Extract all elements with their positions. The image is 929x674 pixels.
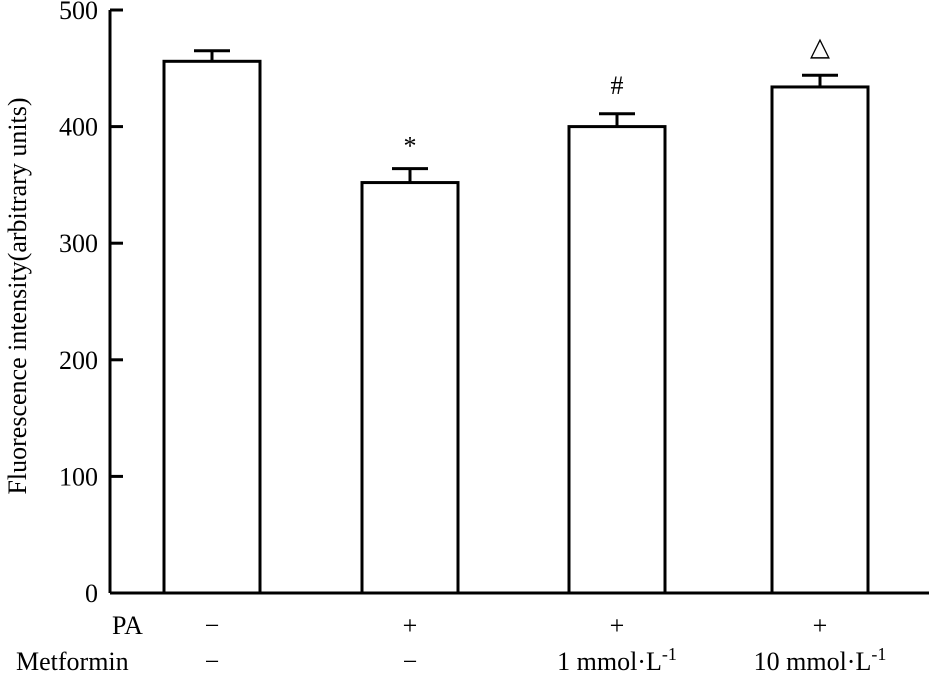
y-tick-label: 400	[59, 113, 98, 142]
condition-value: +	[813, 611, 828, 640]
bar	[360, 181, 460, 595]
condition-value: 10 mmol·L-1	[754, 644, 887, 674]
bar	[770, 85, 870, 595]
condition-value-superscript: -1	[662, 644, 677, 664]
condition-row-label: PA	[112, 611, 143, 640]
significance-mark: △	[810, 32, 830, 61]
significance-mark: *	[404, 132, 417, 161]
y-axis-label: Fluorescence intensity(arbitrary units)	[3, 97, 32, 494]
condition-value: +	[610, 611, 625, 640]
condition-value-superscript: -1	[871, 644, 886, 664]
y-tick-label: 300	[59, 229, 98, 258]
bar	[162, 59, 262, 595]
y-tick-label: 0	[85, 579, 98, 608]
y-tick-label: 100	[59, 462, 98, 491]
bar	[567, 125, 667, 595]
bars	[162, 49, 870, 595]
condition-value: −	[205, 647, 220, 674]
condition-row-label: Metformin	[16, 647, 129, 674]
condition-value: 1 mmol·L-1	[557, 644, 677, 674]
condition-value: −	[403, 647, 418, 674]
condition-value: −	[205, 611, 220, 640]
significance-marks: * # △	[404, 32, 831, 160]
y-tick-label: 200	[59, 346, 98, 375]
condition-rows: PA − + + + Metformin − − 1 mmol·L-1 10 mmol·L-1	[16, 611, 886, 674]
y-tick-label: 500	[59, 0, 98, 25]
significance-mark: #	[611, 71, 624, 100]
condition-value: +	[403, 611, 418, 640]
